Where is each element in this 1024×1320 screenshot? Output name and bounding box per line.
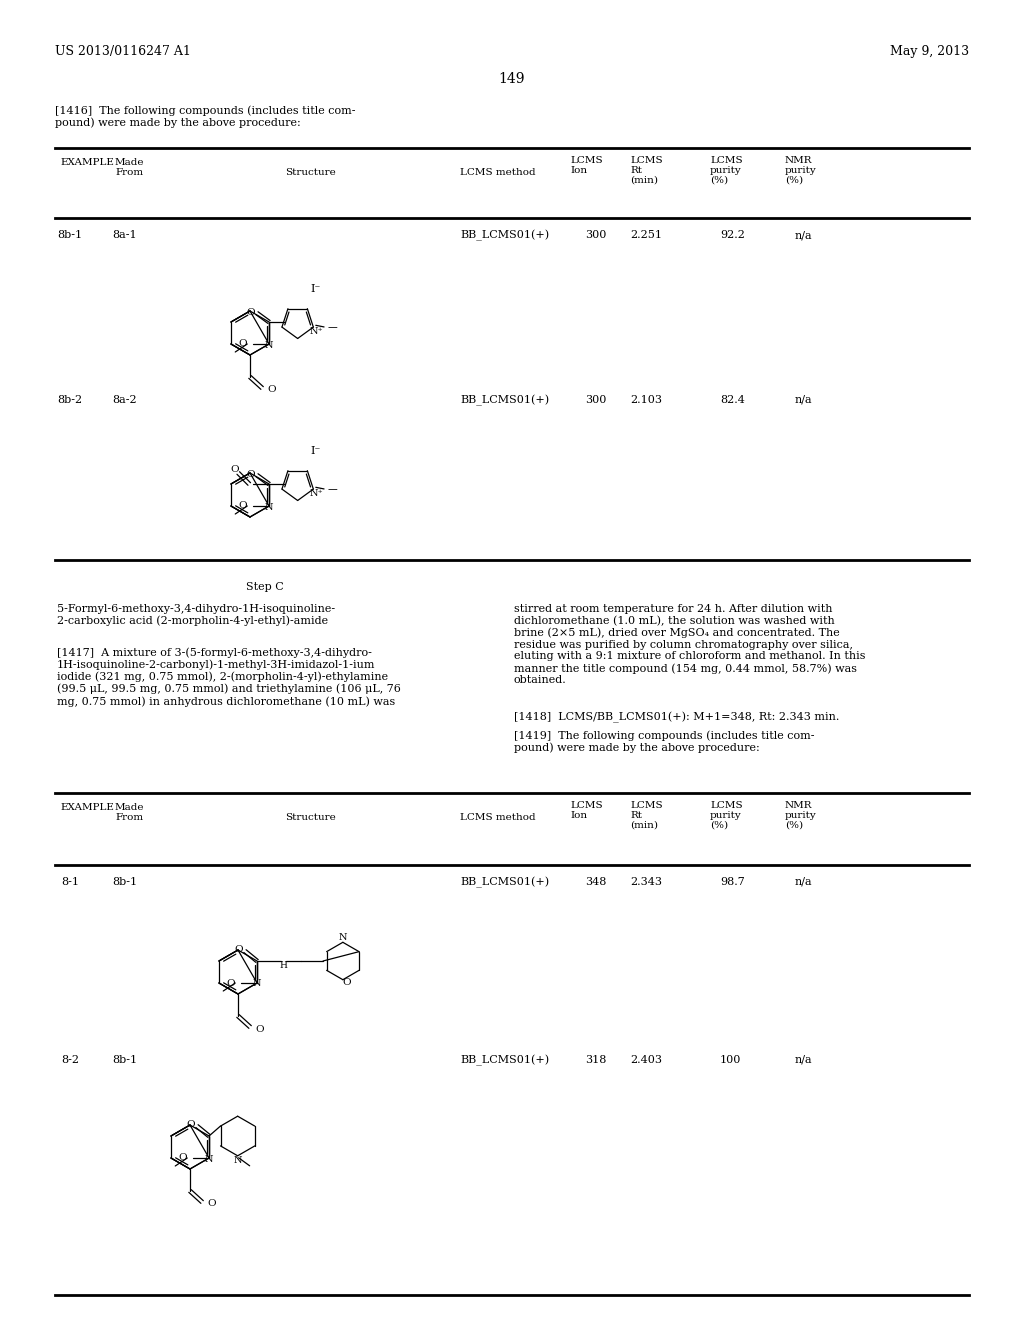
Text: 82.4: 82.4 bbox=[720, 395, 744, 405]
Text: N: N bbox=[339, 933, 347, 941]
Text: —: — bbox=[327, 484, 337, 494]
Text: n/a: n/a bbox=[795, 395, 813, 405]
Text: O: O bbox=[255, 1024, 264, 1034]
Text: 2.403: 2.403 bbox=[630, 1055, 662, 1065]
Text: EXAMPLE: EXAMPLE bbox=[60, 803, 114, 812]
Text: N: N bbox=[253, 979, 261, 989]
Text: O: O bbox=[343, 978, 351, 987]
Text: 98.7: 98.7 bbox=[720, 876, 744, 887]
Text: O: O bbox=[267, 385, 275, 395]
Text: purity: purity bbox=[710, 810, 741, 820]
Text: 2.251: 2.251 bbox=[630, 230, 662, 240]
Text: BB_LCMS01(+): BB_LCMS01(+) bbox=[460, 1055, 549, 1067]
Text: [1416]  The following compounds (includes title com-
pound) were made by the abo: [1416] The following compounds (includes… bbox=[55, 106, 355, 128]
Text: [1418]  LCMS/BB_LCMS01(+): M+1=348, Rt: 2.343 min.: [1418] LCMS/BB_LCMS01(+): M+1=348, Rt: 2… bbox=[514, 711, 840, 723]
Text: (%): (%) bbox=[710, 176, 728, 185]
Text: O: O bbox=[247, 308, 255, 317]
Text: 2.103: 2.103 bbox=[630, 395, 662, 405]
Text: BB_LCMS01(+): BB_LCMS01(+) bbox=[460, 876, 549, 888]
Text: 8a-2: 8a-2 bbox=[113, 395, 137, 405]
Text: O: O bbox=[230, 465, 239, 474]
Text: n/a: n/a bbox=[795, 1055, 813, 1065]
Text: N: N bbox=[265, 503, 273, 511]
Text: (min): (min) bbox=[630, 176, 658, 185]
Text: H: H bbox=[280, 961, 287, 970]
Text: US 2013/0116247 A1: US 2013/0116247 A1 bbox=[55, 45, 190, 58]
Text: BB_LCMS01(+): BB_LCMS01(+) bbox=[460, 230, 549, 242]
Text: N: N bbox=[205, 1155, 213, 1163]
Text: LCMS method: LCMS method bbox=[460, 168, 536, 177]
Text: (min): (min) bbox=[630, 821, 658, 830]
Text: 149: 149 bbox=[499, 73, 525, 86]
Text: BB_LCMS01(+): BB_LCMS01(+) bbox=[460, 395, 549, 407]
Text: N⁺: N⁺ bbox=[310, 326, 324, 335]
Text: 8b-2: 8b-2 bbox=[57, 395, 83, 405]
Text: n/a: n/a bbox=[795, 876, 813, 887]
Text: Rt: Rt bbox=[630, 810, 642, 820]
Text: Structure: Structure bbox=[285, 168, 336, 177]
Text: LCMS method: LCMS method bbox=[460, 813, 536, 822]
Text: 100: 100 bbox=[720, 1055, 741, 1065]
Text: O: O bbox=[239, 502, 247, 511]
Text: I⁻: I⁻ bbox=[311, 446, 322, 457]
Text: Rt: Rt bbox=[630, 166, 642, 176]
Text: O: O bbox=[226, 978, 236, 987]
Text: —: — bbox=[327, 322, 337, 331]
Text: n/a: n/a bbox=[795, 230, 813, 240]
Text: (%): (%) bbox=[785, 176, 803, 185]
Text: 8b-1: 8b-1 bbox=[113, 876, 137, 887]
Text: LCMS: LCMS bbox=[710, 801, 742, 810]
Text: 92.2: 92.2 bbox=[720, 230, 744, 240]
Text: (%): (%) bbox=[710, 821, 728, 830]
Text: 300: 300 bbox=[585, 230, 606, 240]
Text: Structure: Structure bbox=[285, 813, 336, 822]
Text: Made: Made bbox=[115, 803, 144, 812]
Text: stirred at room temperature for 24 h. After dilution with
dichloromethane (1.0 m: stirred at room temperature for 24 h. Af… bbox=[514, 605, 865, 685]
Text: From: From bbox=[115, 813, 143, 822]
Text: O: O bbox=[207, 1200, 216, 1209]
Text: 8b-1: 8b-1 bbox=[57, 230, 83, 240]
Text: LCMS: LCMS bbox=[570, 801, 603, 810]
Text: O: O bbox=[178, 1154, 187, 1163]
Text: O: O bbox=[234, 945, 244, 953]
Text: 8-1: 8-1 bbox=[61, 876, 79, 887]
Text: Ion: Ion bbox=[570, 810, 587, 820]
Text: 348: 348 bbox=[585, 876, 606, 887]
Text: O: O bbox=[186, 1119, 196, 1129]
Text: O: O bbox=[247, 470, 255, 479]
Text: NMR: NMR bbox=[785, 156, 812, 165]
Text: LCMS: LCMS bbox=[630, 801, 663, 810]
Text: purity: purity bbox=[785, 810, 817, 820]
Text: NMR: NMR bbox=[785, 801, 812, 810]
Text: LCMS: LCMS bbox=[570, 156, 603, 165]
Text: N⁺: N⁺ bbox=[310, 488, 324, 498]
Text: 8-2: 8-2 bbox=[61, 1055, 79, 1065]
Text: 300: 300 bbox=[585, 395, 606, 405]
Text: From: From bbox=[115, 168, 143, 177]
Text: [1419]  The following compounds (includes title com-
pound) were made by the abo: [1419] The following compounds (includes… bbox=[514, 730, 814, 752]
Text: purity: purity bbox=[710, 166, 741, 176]
Text: May 9, 2013: May 9, 2013 bbox=[890, 45, 969, 58]
Text: purity: purity bbox=[785, 166, 817, 176]
Text: I⁻: I⁻ bbox=[311, 284, 322, 294]
Text: 5-Formyl-6-methoxy-3,4-dihydro-1H-isoquinoline-
2-carboxylic acid (2-morpholin-4: 5-Formyl-6-methoxy-3,4-dihydro-1H-isoqui… bbox=[57, 605, 335, 626]
Text: 8b-1: 8b-1 bbox=[113, 1055, 137, 1065]
Text: 2.343: 2.343 bbox=[630, 876, 662, 887]
Text: O: O bbox=[239, 339, 247, 348]
Text: Step C: Step C bbox=[246, 582, 284, 591]
Text: 8a-1: 8a-1 bbox=[113, 230, 137, 240]
Text: EXAMPLE: EXAMPLE bbox=[60, 158, 114, 168]
Text: LCMS: LCMS bbox=[710, 156, 742, 165]
Text: (%): (%) bbox=[785, 821, 803, 830]
Text: 318: 318 bbox=[585, 1055, 606, 1065]
Text: [1417]  A mixture of 3-(5-formyl-6-methoxy-3,4-dihydro-
1H-isoquinoline-2-carbon: [1417] A mixture of 3-(5-formyl-6-methox… bbox=[57, 647, 400, 706]
Text: N: N bbox=[265, 341, 273, 350]
Text: LCMS: LCMS bbox=[630, 156, 663, 165]
Text: Made: Made bbox=[115, 158, 144, 168]
Text: N: N bbox=[233, 1156, 242, 1166]
Text: Ion: Ion bbox=[570, 166, 587, 176]
